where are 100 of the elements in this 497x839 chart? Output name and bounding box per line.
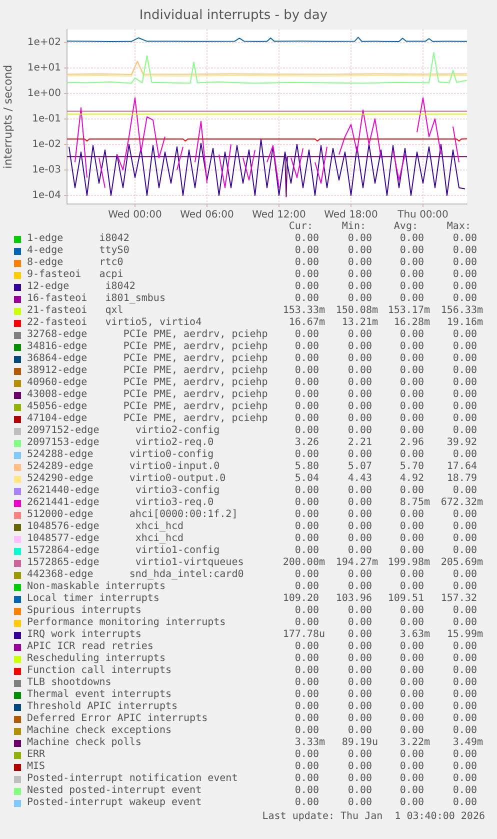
- legend-label: Function call interrupts: [27, 665, 172, 677]
- text: 5.80: [294, 461, 320, 473]
- text: 8.75m: [398, 497, 430, 509]
- text: 0.00: [346, 617, 373, 629]
- text: 0.00: [452, 569, 478, 581]
- x-tick-label: Wed 00:00: [108, 210, 162, 221]
- text: 0.00: [398, 605, 425, 617]
- text: 0.00: [294, 233, 320, 245]
- text: 0.00: [294, 377, 319, 388]
- text: Last update: Thu Jan 1 03:40:00 2026: [261, 811, 485, 823]
- text: 0.00: [452, 485, 478, 497]
- text: 0.00: [452, 653, 478, 665]
- legend-label: 22-fasteoi virtio5, virtio4: [27, 317, 202, 329]
- text: 0.00: [452, 761, 478, 773]
- text: 0.00: [346, 497, 373, 509]
- text: 0.00: [398, 293, 425, 305]
- text: 0.00: [294, 641, 320, 653]
- text: 153.17m: [386, 305, 430, 317]
- text: 0.00: [294, 533, 320, 545]
- text: 0.00: [398, 749, 425, 761]
- text: 0.00: [398, 413, 425, 425]
- text: 153.33m: [282, 305, 325, 317]
- text: 0.00: [398, 701, 425, 713]
- text: 0.00: [452, 281, 478, 293]
- text: 0.00: [452, 797, 478, 809]
- text: 0.00: [452, 389, 478, 401]
- text: 0.00: [346, 353, 373, 365]
- legend-label: 442368-edge snd_hda_intel:card0: [27, 569, 244, 581]
- text: 0.00: [452, 365, 478, 377]
- text: 200.00m: [282, 557, 325, 569]
- text: 0.00: [452, 617, 478, 629]
- text: 0.00: [452, 293, 478, 305]
- text: 0.00: [294, 545, 320, 557]
- text: 4.92: [398, 473, 425, 485]
- legend-label: MIS: [27, 761, 46, 773]
- text: 3.49m: [452, 737, 483, 749]
- text: 0.00: [452, 245, 478, 257]
- legend-label: 1048576-edge xhci_hcd: [27, 521, 184, 533]
- text: 0.00: [294, 449, 320, 461]
- text: 0.00: [398, 425, 425, 437]
- legend-label: 2621440-edge virtio3-config: [27, 485, 220, 497]
- legend-label: 1-edge i8042: [27, 233, 130, 245]
- text: 0.00: [346, 257, 373, 269]
- y-axis-title: interrupts / second: [1, 64, 14, 169]
- text: 0.00: [294, 653, 320, 665]
- text: 0.00: [294, 257, 320, 269]
- legend-label: Rescheduling interrupts: [27, 653, 166, 665]
- text: 0.00: [294, 485, 320, 497]
- text: 0.00: [452, 713, 478, 725]
- text: 0.00: [346, 449, 373, 461]
- y-tick-label: 1e-01: [32, 113, 61, 124]
- text: 0.00: [398, 365, 425, 377]
- text: 0.00: [398, 713, 425, 725]
- text: 0.00: [346, 569, 373, 581]
- text: 0.00: [294, 689, 320, 701]
- legend-label: Deferred Error APIC interrupts: [27, 713, 208, 725]
- text: 0.00: [346, 653, 373, 665]
- text: 0.00: [398, 269, 425, 281]
- text: 0.00: [294, 401, 319, 412]
- legend-label: Non-maskable interrupts: [27, 581, 166, 593]
- text: 0.00: [294, 713, 320, 725]
- legend-label: 8-edge rtc0: [27, 257, 124, 269]
- text: 0.00: [452, 401, 478, 413]
- text: 18.79: [446, 473, 478, 485]
- text: 0.00: [452, 749, 478, 761]
- legend-label: 16-fasteoi i801_smbus: [27, 293, 166, 305]
- text: 0.00: [294, 521, 320, 533]
- legend-label: 4-edge ttyS0: [27, 245, 130, 257]
- text: 5.04: [294, 473, 320, 485]
- text: 0.00: [346, 725, 373, 737]
- text: 0.00: [294, 245, 320, 257]
- text: 0.00: [346, 269, 373, 281]
- text: 0.00: [398, 617, 425, 629]
- text: 0.00: [294, 785, 320, 797]
- text: 194.27m: [334, 557, 378, 569]
- text: 103.96: [334, 593, 373, 605]
- text: 0.00: [346, 581, 373, 593]
- text: 0.00: [294, 353, 319, 364]
- text: 0.00: [452, 377, 478, 389]
- legend-label: 34816-edge PCIe PME, aerdrv, pciehp: [27, 341, 268, 353]
- legend-label: Machine check polls: [27, 737, 142, 749]
- y-tick-label: 1e+00: [27, 88, 61, 99]
- legend-label: Threshold APIC interrupts: [27, 701, 178, 713]
- legend-label: 524288-edge virtio0-config: [27, 449, 214, 461]
- legend-label: IRQ work interrupts: [27, 629, 142, 641]
- text: 0.00: [294, 269, 320, 281]
- text: 0.00: [346, 629, 373, 641]
- legend-label: APIC ICR read retries: [27, 641, 154, 653]
- text: 0.00: [452, 341, 478, 353]
- text: Min:: [340, 221, 367, 233]
- legend-label: TLB shootdowns: [27, 677, 112, 689]
- text: 89.19u: [340, 737, 378, 749]
- y-tick-label: 1e-03: [32, 164, 61, 176]
- text: 0.00: [452, 425, 478, 437]
- text: 16.67m: [288, 317, 325, 329]
- chart-title: Individual interrupts - by day: [139, 8, 328, 24]
- legend-label: 1572864-edge virtio1-config: [27, 545, 220, 557]
- text: 13.21m: [340, 317, 378, 329]
- legend-label: 36864-edge PCIe PME, aerdrv, pciehp: [27, 353, 268, 365]
- legend-label: 9-fasteoi acpi: [27, 269, 124, 281]
